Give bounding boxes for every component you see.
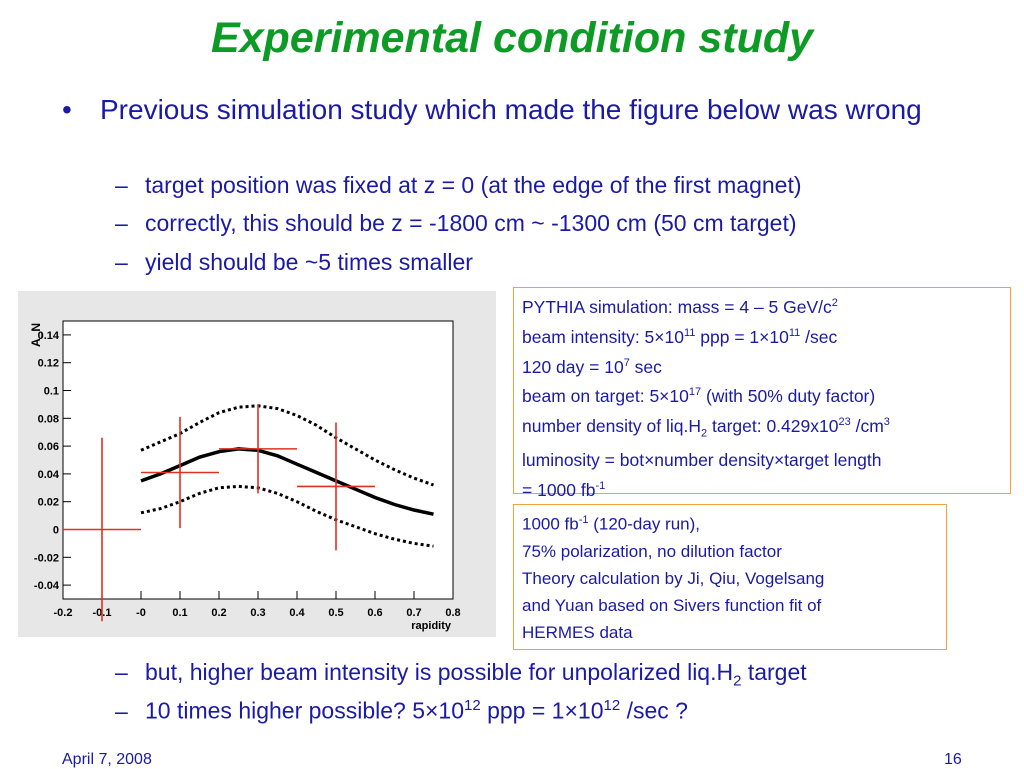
- y-tick-label: 0.12: [38, 358, 59, 370]
- y-tick-label: 0.04: [38, 469, 60, 481]
- y-tick-label: 0.02: [38, 497, 59, 509]
- x-tick-label: 0.2: [211, 607, 226, 619]
- main-bullet-text: Previous simulation study which made the…: [100, 94, 922, 125]
- box1-line-2: beam intensity: 5×1011 ppp = 1×1011 /sec: [522, 326, 838, 347]
- x-tick-label: 0.3: [250, 607, 265, 619]
- y-tick-label: 0.06: [38, 441, 59, 453]
- box2-line-5: HERMES data: [522, 622, 633, 642]
- sub-bullet-text: correctly, this should be z = -1800 cm ~…: [145, 210, 797, 236]
- asymmetry-chart-svg: -0.2-0.1-00.10.20.30.40.50.60.70.8-0.04-…: [29, 320, 461, 632]
- theory-band-curve: [140, 484, 434, 548]
- y-tick-label: 0.08: [38, 413, 59, 425]
- theory-band-curve: [140, 404, 435, 487]
- x-tick-label: 0.1: [172, 607, 187, 619]
- sub-bullet-3: – yield should be ~5 times smaller: [115, 249, 473, 276]
- sub-bullet-2: – correctly, this should be z = -1800 cm …: [115, 210, 797, 237]
- sub-bullet-dash: –: [115, 697, 128, 724]
- x-tick-label: 0.6: [367, 607, 382, 619]
- simulation-parameters-box: PYTHIA simulation: mass = 4 – 5 GeV/c2 b…: [513, 287, 1011, 499]
- box2-line-3: Theory calculation by Ji, Qiu, Vogelsang: [522, 568, 825, 588]
- slide-title: Experimental condition study: [210, 14, 814, 62]
- box2-line-4: and Yuan based on Sivers function fit of: [522, 595, 822, 615]
- x-tick-label: -0: [136, 607, 146, 619]
- box1-line-5: number density of liq.H2 target: 0.429x1…: [522, 416, 890, 440]
- box1-line-7: = 1000 fb-1: [522, 479, 606, 500]
- x-tick-label: 0.8: [445, 607, 460, 619]
- x-tick-label: 0.5: [328, 607, 343, 619]
- theory-notes-box: 1000 fb-1 (120-day run), 75% polarizatio…: [513, 504, 947, 650]
- box1-line-1: PYTHIA simulation: mass = 4 – 5 GeV/c2: [522, 296, 838, 317]
- sub-bullet-dash: –: [115, 249, 128, 275]
- sub-bullet-text: target position was fixed at z = 0 (at t…: [145, 172, 802, 198]
- x-tick-label: 0.7: [406, 607, 421, 619]
- page-number: 16: [944, 751, 962, 768]
- bullet-marker: •: [62, 94, 72, 125]
- box1-line-4: beam on target: 5×1017 (with 50% duty fa…: [522, 386, 876, 407]
- y-tick-label: -0.04: [34, 580, 60, 592]
- y-tick-label: 0.1: [44, 386, 59, 398]
- sub-bullet-dash: –: [115, 659, 128, 685]
- y-tick-label: 0.14: [38, 330, 60, 342]
- sub-bullet-text: yield should be ~5 times smaller: [145, 249, 473, 275]
- x-axis-label: rapidity: [411, 620, 452, 632]
- theory-central-curve: [140, 447, 434, 516]
- box2-line-2: 75% polarization, no dilution factor: [522, 541, 782, 561]
- sub-bullet-5: –10 times higher possible? 5×1012 ppp = …: [115, 697, 688, 724]
- x-tick-label: -0.2: [54, 607, 73, 619]
- sub-bullet-1: – target position was fixed at z = 0 (at …: [115, 172, 802, 199]
- y-tick-label: 0: [53, 525, 59, 537]
- sub-bullet-4: – but, higher beam intensity is possible …: [115, 659, 807, 690]
- box2-line-1: 1000 fb-1 (120-day run),: [522, 514, 701, 534]
- y-axis-label: A_N: [29, 323, 43, 347]
- main-bullet: • Previous simulation study which made t…: [62, 92, 962, 127]
- box1-line-6: luminosity = bot×number density×target l…: [522, 449, 882, 470]
- footer-date: April 7, 2008: [62, 751, 152, 768]
- sub-bullet-dash: –: [115, 210, 128, 236]
- box1-line-3: 120 day = 107 sec: [522, 356, 662, 377]
- asymmetry-chart: -0.2-0.1-00.10.20.30.40.50.60.70.8-0.04-…: [18, 291, 496, 637]
- x-tick-label: 0.4: [289, 607, 305, 619]
- sub-bullet-dash: –: [115, 172, 128, 198]
- y-tick-label: -0.02: [34, 552, 59, 564]
